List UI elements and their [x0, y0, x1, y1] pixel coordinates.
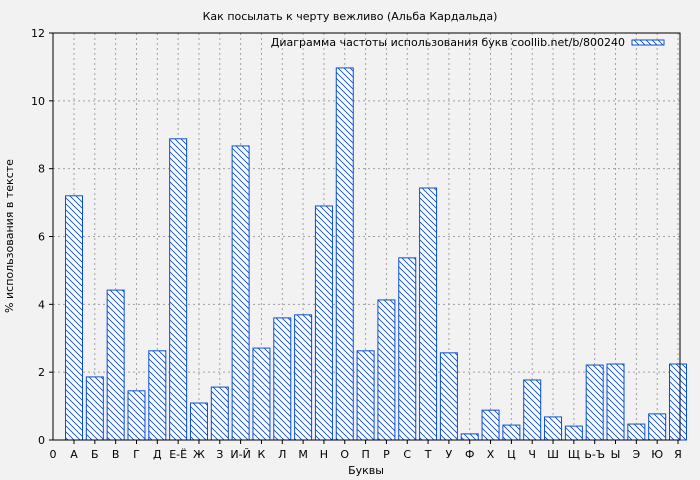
x-tick-label: Д: [153, 448, 162, 461]
bar-У: [439, 352, 458, 441]
x-tick-label: Т: [424, 448, 432, 461]
bar-К: [252, 347, 271, 441]
x-tick-label: Ж: [193, 448, 205, 461]
y-tick-label: 10: [31, 95, 45, 108]
bar-П: [356, 350, 375, 441]
x-tick-label: С: [403, 448, 411, 461]
bar-Е-Ё: [169, 138, 188, 441]
x-tick-label: Ч: [528, 448, 536, 461]
x-tick-label: М: [298, 448, 308, 461]
bar-Ы: [606, 363, 625, 441]
x-tick-label: Я: [674, 448, 682, 461]
bar-Э: [627, 423, 646, 441]
bar-И-Й: [231, 145, 250, 441]
x-axis-label: Буквы: [348, 464, 384, 477]
x-tick-label: Х: [487, 448, 495, 461]
y-tick-label: 8: [38, 163, 45, 176]
bar-Б: [85, 376, 104, 441]
x-tick-label: Ю: [651, 448, 663, 461]
legend-swatch: [631, 39, 665, 46]
x-tick-label: Ф: [465, 448, 474, 461]
bar-Д: [148, 350, 167, 441]
bar-Р: [377, 299, 396, 441]
bar-Г: [127, 390, 146, 441]
x-tick-label: У: [446, 448, 453, 461]
bar-Н: [314, 205, 333, 441]
bar-Х: [481, 409, 500, 441]
x-tick-label: Ш: [547, 448, 559, 461]
x-tick-label: И-Й: [230, 448, 250, 461]
bars: [65, 67, 687, 441]
x-tick-label: А: [70, 448, 78, 461]
bar-С: [398, 257, 417, 441]
chart-title: Как посылать к черту вежливо (Альба Кард…: [203, 10, 498, 23]
x-tick-label: П: [361, 448, 369, 461]
x-tick-label: Г: [133, 448, 140, 461]
bar-З: [210, 386, 229, 441]
x-tick-label: Ь-Ъ: [584, 448, 605, 461]
bar-О: [335, 67, 354, 441]
y-tick-label: 6: [38, 231, 45, 244]
y-tick-label: 2: [38, 366, 45, 379]
x-tick-label: О: [340, 448, 349, 461]
bar-М: [294, 314, 313, 441]
x-tick-label: Е-Ё: [169, 448, 187, 461]
legend-label: Диаграмма частоты использования букв coo…: [271, 36, 625, 49]
bar-Ю: [648, 413, 667, 441]
x-tick-label: Щ: [568, 448, 580, 461]
x-tick-label: Л: [278, 448, 286, 461]
x-tick-label: Н: [320, 448, 328, 461]
x-tick-label: К: [258, 448, 266, 461]
y-tick-label: 12: [31, 27, 45, 40]
y-axis-label: % использования в тексте: [3, 159, 16, 313]
bar-Ж: [189, 402, 208, 441]
x-tick-label: Ы: [611, 448, 621, 461]
bar-А: [65, 195, 83, 441]
y-tick-label: 0: [38, 434, 45, 447]
x-tick-label: З: [216, 448, 223, 461]
bar-В: [106, 289, 125, 441]
bar-Ш: [544, 416, 563, 441]
x-tick-label: Ц: [507, 448, 516, 461]
x-axis: 0 А Б В Г Д Е-Ё Ж З И-Й К Л М Н О П Р С Т У Ф Х Ц Ч Ш Щ Ь-Ъ Ы Э Ю Я: [50, 440, 682, 461]
bar-Т: [419, 187, 438, 441]
x-tick-label: В: [112, 448, 120, 461]
bar-Л: [273, 317, 292, 441]
x-tick-label: 0: [50, 448, 57, 461]
x-tick-label: Э: [633, 448, 641, 461]
bar-Ь-Ъ: [585, 364, 604, 441]
bar-Щ: [564, 425, 583, 441]
y-axis: 0 2 4 6 8 10 12: [31, 27, 53, 447]
bar-Ч: [523, 379, 542, 441]
legend: Диаграмма частоты использования букв coo…: [271, 36, 665, 49]
x-tick-label: Р: [383, 448, 390, 461]
bar-Ф: [460, 433, 479, 441]
y-tick-label: 4: [38, 298, 45, 311]
bar-Ц: [502, 424, 521, 441]
bar-Я: [669, 363, 687, 441]
x-tick-label: Б: [91, 448, 99, 461]
